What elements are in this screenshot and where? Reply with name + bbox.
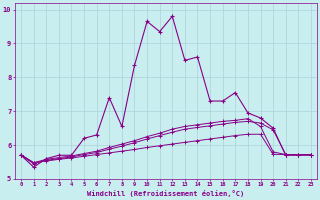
X-axis label: Windchill (Refroidissement éolien,°C): Windchill (Refroidissement éolien,°C) bbox=[87, 190, 244, 197]
